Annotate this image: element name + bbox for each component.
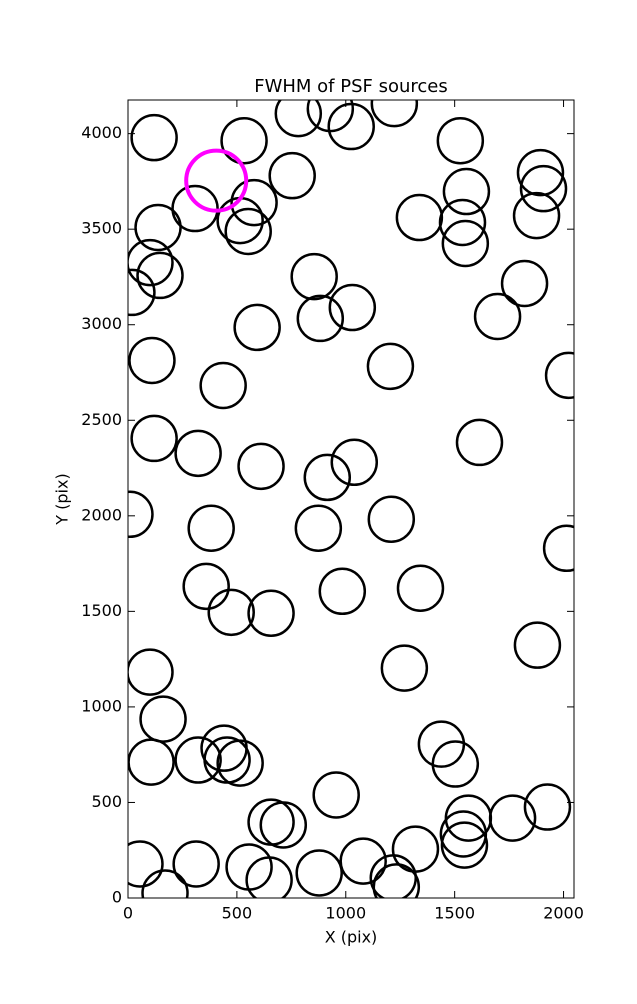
source-circle: [396, 564, 445, 612]
source-circle: [500, 259, 549, 308]
source-circle: [442, 167, 491, 216]
source-circle: [523, 783, 572, 831]
source-circle: [128, 336, 176, 385]
source-circle: [220, 116, 268, 165]
source-circle: [513, 621, 562, 669]
source-circle: [512, 191, 561, 240]
y-tick-label: 0: [112, 888, 122, 907]
x-tick-label: 1500: [434, 904, 475, 923]
source-circle: [366, 342, 415, 391]
y-tick-label: 3000: [81, 314, 122, 333]
source-circle: [134, 203, 182, 252]
y-tick-label: 2000: [81, 505, 122, 524]
y-tick-label: 500: [91, 792, 122, 811]
source-circle: [290, 252, 338, 301]
source-circle: [296, 294, 345, 343]
x-tick-label: 2000: [543, 904, 584, 923]
axes-frame: [127, 99, 575, 899]
source-circle: [455, 418, 504, 467]
source-circle: [328, 283, 377, 332]
x-tick-label: 1000: [325, 904, 366, 923]
source-circle: [372, 863, 421, 898]
source-circle: [318, 567, 367, 616]
source-circle: [141, 869, 189, 898]
source-circle: [233, 303, 281, 352]
source-circle: [294, 504, 343, 552]
source-circle: [542, 524, 574, 573]
source-circle: [207, 588, 255, 637]
y-tick-label: 1000: [81, 696, 122, 715]
source-circle: [439, 810, 488, 858]
plot-area: [128, 100, 574, 898]
source-circle: [544, 351, 574, 400]
source-circle: [488, 794, 537, 842]
source-circle: [438, 198, 487, 247]
y-tick-label: 3500: [81, 219, 122, 238]
source-circle: [174, 736, 222, 784]
source-circle: [370, 100, 419, 128]
source-circle: [237, 442, 285, 491]
source-circle: [519, 164, 568, 213]
source-circle: [440, 821, 489, 869]
source-circle: [230, 178, 278, 227]
source-circle: [312, 771, 360, 819]
y-axis-label: Y (pix): [53, 473, 72, 525]
source-circle: [128, 738, 175, 786]
source-circle: [130, 414, 178, 463]
x-tick-label: 500: [222, 904, 253, 923]
source-circle: [199, 361, 247, 410]
source-circle: [295, 849, 343, 897]
source-circle: [172, 840, 220, 888]
y-tick-label: 2500: [81, 410, 122, 429]
y-tick-label: 1500: [81, 601, 122, 620]
source-circle: [128, 840, 164, 888]
source-circle: [436, 116, 485, 165]
source-circle: [130, 113, 178, 162]
source-circle: [516, 148, 565, 197]
source-circle: [224, 207, 272, 256]
source-circle: [268, 151, 316, 200]
source-circle: [139, 695, 187, 743]
source-circle: [259, 801, 308, 849]
source-circle: [128, 268, 156, 317]
source-circle: [187, 504, 235, 552]
chart-title: FWHM of PSF sources: [254, 76, 448, 97]
x-tick-label: 0: [123, 904, 133, 923]
source-circle: [417, 720, 466, 768]
source-circle: [136, 251, 184, 300]
source-circle: [225, 843, 273, 891]
source-circle: [395, 193, 444, 242]
y-tick-label: 4000: [81, 123, 122, 142]
source-circle: [441, 219, 490, 268]
source-circle: [128, 238, 174, 287]
source-circle: [216, 739, 264, 787]
source-circle: [473, 292, 522, 341]
source-circle: [431, 740, 480, 788]
source-circle: [327, 102, 375, 151]
source-circle: [380, 644, 429, 692]
source-circle: [367, 495, 416, 544]
source-circle: [274, 100, 323, 138]
source-circle: [330, 438, 379, 487]
source-circle: [128, 648, 174, 696]
source-circle: [171, 184, 219, 233]
source-circle: [174, 429, 222, 478]
source-circle: [182, 562, 230, 611]
source-circle: [339, 837, 387, 885]
source-circle: [245, 856, 293, 898]
source-circle: [184, 148, 249, 213]
source-circle: [247, 589, 295, 638]
source-circle: [303, 453, 352, 502]
source-circle: [128, 490, 154, 539]
x-axis-label: X (pix): [325, 928, 378, 947]
